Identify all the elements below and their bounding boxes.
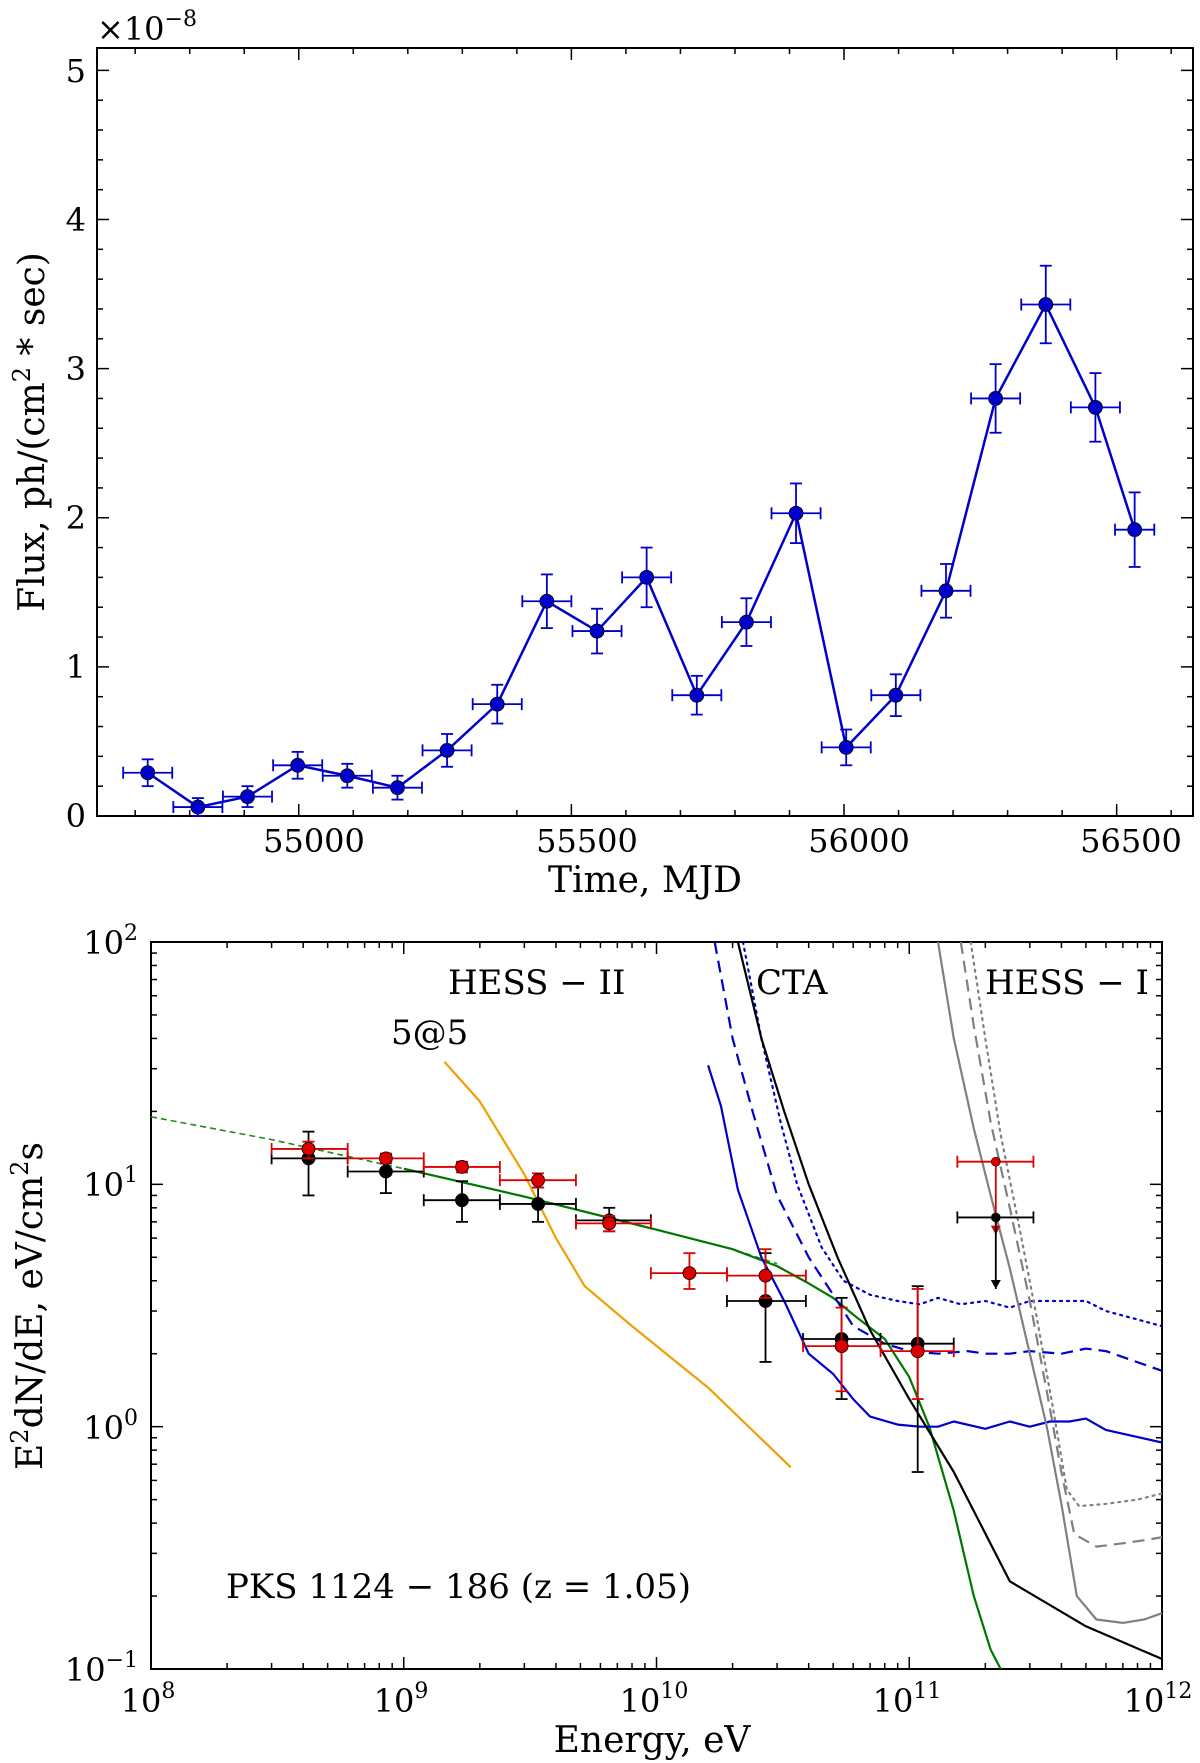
data-point xyxy=(988,391,1004,406)
top-plot-frame xyxy=(96,47,1194,817)
bottom-axis-ticks xyxy=(150,941,1163,1670)
data-point xyxy=(888,687,904,703)
sed-point-red xyxy=(682,1266,697,1281)
sed-point-red xyxy=(910,1344,925,1359)
bottom-y-tick-label: 102 xyxy=(83,921,138,962)
sed-point-red xyxy=(301,1142,316,1156)
cta-label: CTA xyxy=(756,963,828,1003)
curve-model-absorbed xyxy=(403,1167,1002,1669)
curve-HESS-I-dotted xyxy=(969,942,1162,1508)
sed-point-black xyxy=(379,1164,393,1179)
data-point xyxy=(390,780,405,796)
sed-point-red xyxy=(531,1173,545,1188)
ul-arrow-head xyxy=(990,1279,1001,1289)
data-point xyxy=(439,742,455,758)
data-point xyxy=(689,687,705,703)
data-point xyxy=(1038,297,1054,312)
sed-point-red xyxy=(834,1339,849,1354)
top-x-tick-label: 55500 xyxy=(536,822,638,860)
data-point xyxy=(938,583,954,599)
top-y-tick-label: 2 xyxy=(66,499,86,537)
curve-HESS-II-dashed xyxy=(713,942,1162,1372)
top-x-tick-label: 56500 xyxy=(1080,822,1182,860)
curve-HESS-I-dashed xyxy=(959,942,1162,1548)
bottom-y-tick-label: 101 xyxy=(83,1163,138,1204)
curve-HESS-II-solid xyxy=(707,1064,1162,1444)
sed-point-black xyxy=(531,1197,545,1211)
hess2-label: HESS − II xyxy=(448,963,625,1003)
bottom-x-tick-label: 1011 xyxy=(873,1679,942,1720)
light-curve-line xyxy=(147,301,1136,809)
bottom-x-tick-label: 1012 xyxy=(1124,1679,1193,1720)
y-multiplier: ×10−8 xyxy=(97,7,197,48)
light-curve-series xyxy=(122,264,1156,817)
data-point xyxy=(788,505,804,521)
bottom-x-tick-label: 109 xyxy=(374,1679,429,1720)
top-x-axis-label: Time, MJD xyxy=(548,860,742,901)
data-point xyxy=(1127,522,1143,538)
top-axis-ticks xyxy=(97,48,1193,817)
top-y-tick-label: 0 xyxy=(66,797,86,835)
curve-model-dashed xyxy=(151,1116,778,1265)
hess1-label: HESS − I xyxy=(985,963,1149,1003)
data-point xyxy=(240,789,255,805)
bottom-x-tick-labels: 108 109 1010 1011 1012 xyxy=(121,1679,1193,1720)
data-point xyxy=(339,768,355,784)
top-y-tick-label: 3 xyxy=(66,350,86,388)
top-x-tick-label: 56000 xyxy=(808,822,910,860)
curve-HESS-I-solid xyxy=(936,942,1162,1625)
bottom-y-tick-labels: 10−1 100 101 102 xyxy=(65,921,138,1689)
curve-5@5 xyxy=(443,1061,792,1469)
data-point xyxy=(589,623,605,639)
data-point xyxy=(290,757,306,773)
ul-point-red-ul xyxy=(990,1156,1001,1167)
data-point xyxy=(838,740,854,755)
top-x-tick-labels: 55000 55500 56000 56500 xyxy=(263,822,1182,860)
top-y-tick-label: 1 xyxy=(66,648,86,686)
bottom-y-tick-label: 100 xyxy=(83,1406,138,1447)
sed-point-red xyxy=(602,1216,617,1231)
data-point xyxy=(539,593,555,609)
sed-point-black xyxy=(455,1193,469,1208)
sed-point-red xyxy=(758,1268,773,1283)
data-point xyxy=(639,569,655,585)
top-y-tick-label: 4 xyxy=(66,201,86,239)
sensitivity-curves xyxy=(151,942,1162,1669)
source-label: PKS 1124 − 186 (z = 1.05) xyxy=(226,1567,691,1607)
top-y-axis-label: Flux, ph/(cm2 * sec) xyxy=(8,252,53,612)
sed-point-red xyxy=(379,1151,393,1166)
ul-point-black-ul xyxy=(990,1212,1001,1223)
bottom-y-axis-label: E2dN/dE, eV/cm2s xyxy=(6,1142,51,1470)
light-curve-panel: 55000 55500 56000 56500 0 1 2 3 4 5 ×10−… xyxy=(8,7,1194,901)
five-at-five-label: 5@5 xyxy=(391,1013,468,1053)
top-y-tick-labels: 0 1 2 3 4 5 xyxy=(66,52,86,835)
bottom-plot-frame xyxy=(150,941,1163,1670)
top-x-tick-label: 55000 xyxy=(263,822,365,860)
data-point xyxy=(489,696,505,712)
sed-panel: 108 109 1010 1011 1012 10−1 100 101 102 … xyxy=(6,921,1192,1761)
curve-HESS-II-dotted xyxy=(741,942,1162,1328)
data-point xyxy=(140,765,156,781)
top-y-tick-label: 5 xyxy=(66,52,86,90)
curve-CTA xyxy=(736,942,1162,1661)
data-point xyxy=(1087,399,1103,415)
sed-data-points xyxy=(270,1130,1035,1473)
data-point xyxy=(190,799,206,815)
bottom-x-tick-label: 1010 xyxy=(620,1679,689,1720)
bottom-y-tick-label: 10−1 xyxy=(65,1648,138,1689)
sed-point-red xyxy=(455,1160,469,1174)
bottom-x-tick-label: 108 xyxy=(121,1679,176,1720)
bottom-x-axis-label: Energy, eV xyxy=(554,1720,752,1761)
data-point xyxy=(739,614,754,630)
